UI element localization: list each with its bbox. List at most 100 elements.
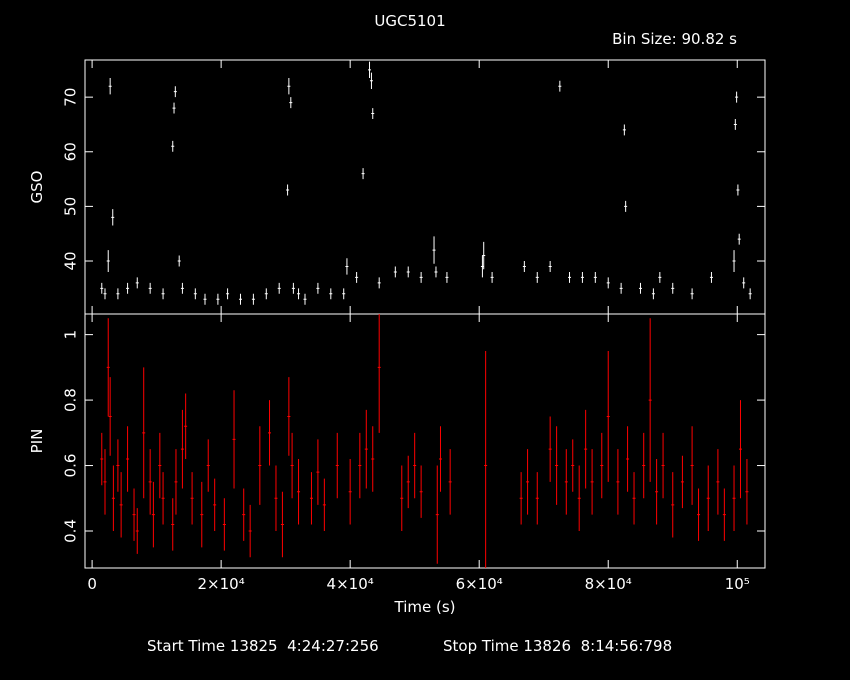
- error-bar-point: [206, 439, 210, 492]
- error-bar-point: [116, 288, 120, 300]
- error-bar-point: [369, 72, 373, 89]
- error-bar-point: [377, 277, 381, 289]
- error-bar-point: [519, 472, 523, 525]
- plot-frame: [84, 59, 766, 315]
- error-bar-point: [297, 288, 301, 300]
- start-time: Start Time 13825 4:24:27:256: [147, 637, 379, 655]
- error-bar-point: [438, 426, 442, 492]
- error-bar-point: [419, 271, 423, 283]
- error-bar-point: [716, 449, 720, 515]
- error-bar-point: [568, 271, 572, 283]
- error-bar-point: [364, 409, 368, 489]
- error-bar-point: [171, 498, 175, 551]
- error-bar-point: [274, 465, 278, 532]
- error-bar-point: [103, 288, 107, 300]
- error-bar-point: [661, 432, 665, 499]
- error-bar-point: [400, 465, 404, 532]
- error-bar-point: [180, 409, 184, 489]
- error-bar-point: [690, 288, 694, 300]
- error-bar-point: [200, 481, 204, 548]
- error-bar-point: [361, 168, 365, 180]
- error-bar-point: [548, 261, 552, 272]
- error-bar-point: [251, 293, 255, 305]
- error-bar-point: [432, 236, 436, 264]
- error-bar-point: [248, 504, 252, 558]
- error-bar-point: [745, 459, 749, 525]
- error-bar-point: [658, 271, 662, 283]
- plot-frame: [84, 313, 766, 569]
- error-bar-point: [733, 118, 737, 130]
- error-bar-point: [132, 488, 136, 541]
- error-bar-point: [173, 86, 177, 98]
- error-bar-point: [335, 432, 339, 499]
- error-bar-point: [606, 277, 610, 289]
- error-bar-point: [148, 282, 152, 294]
- x-tick-label: 0: [87, 575, 97, 593]
- error-bar-point: [342, 288, 346, 300]
- error-bar-point: [738, 400, 742, 499]
- bin-size: Bin Size: 90.82 s: [612, 30, 737, 48]
- error-bar-point: [564, 449, 568, 515]
- error-bar-point: [103, 449, 107, 515]
- error-bar-point: [490, 271, 494, 283]
- error-bar-point: [111, 465, 115, 532]
- error-bar-point: [522, 261, 526, 272]
- error-bar-point: [213, 478, 217, 532]
- error-bar-point: [286, 184, 290, 196]
- error-bar-point: [624, 200, 628, 212]
- error-bar-point: [287, 377, 291, 456]
- y-tick-label: 50: [62, 197, 80, 216]
- error-bar-point: [732, 250, 736, 272]
- error-bar-point: [580, 271, 584, 283]
- error-bar-point: [238, 293, 242, 305]
- error-bar-point: [316, 282, 320, 294]
- error-bar-point: [203, 293, 207, 305]
- error-bar-point: [632, 472, 636, 525]
- error-bar-point: [619, 282, 623, 294]
- error-bar-point: [413, 432, 417, 499]
- error-bar-point: [393, 266, 397, 278]
- error-bar-point: [297, 459, 301, 525]
- error-bar-point: [135, 277, 139, 289]
- error-bar-point: [626, 426, 630, 492]
- error-bar-point: [216, 293, 220, 305]
- x-tick-label: 4×10⁴: [327, 575, 374, 593]
- error-bar-point: [289, 97, 293, 109]
- error-bar-point: [406, 455, 410, 509]
- error-bar-point: [722, 488, 726, 541]
- error-bar-point: [638, 282, 642, 294]
- error-bar-point: [535, 472, 539, 525]
- error-bar-point: [100, 282, 104, 294]
- y-tick-label: 1: [62, 330, 80, 340]
- error-bar-point: [222, 498, 226, 551]
- error-bar-point: [555, 426, 559, 505]
- error-bar-point: [345, 258, 349, 275]
- y-axis-label: GSO: [28, 171, 46, 204]
- error-bar-point: [108, 78, 112, 95]
- error-bar-point: [180, 282, 184, 294]
- error-bar-point: [268, 400, 272, 466]
- error-bar-point: [232, 390, 236, 489]
- error-bar-point: [622, 124, 626, 136]
- y-tick-label: 60: [62, 142, 80, 161]
- x-tick-label: 2×10⁴: [198, 575, 245, 593]
- error-bar-point: [648, 318, 652, 482]
- error-bar-point: [406, 266, 410, 278]
- x-tick-label: 8×10⁴: [585, 575, 632, 593]
- error-bar-point: [548, 416, 552, 482]
- error-bar-point: [593, 271, 597, 283]
- error-bar-point: [309, 472, 313, 525]
- error-bar-point: [258, 426, 262, 505]
- error-bar-point: [742, 277, 746, 289]
- error-bar-point: [184, 393, 188, 460]
- error-bar-point: [445, 271, 449, 283]
- y-tick-label: 40: [62, 251, 80, 270]
- error-bar-point: [190, 472, 194, 525]
- error-bar-point: [419, 465, 423, 518]
- error-bar-point: [736, 184, 740, 196]
- error-bar-point: [126, 426, 130, 492]
- error-bar-point: [616, 449, 620, 515]
- error-bar-point: [303, 293, 307, 305]
- error-bar-point: [482, 241, 486, 270]
